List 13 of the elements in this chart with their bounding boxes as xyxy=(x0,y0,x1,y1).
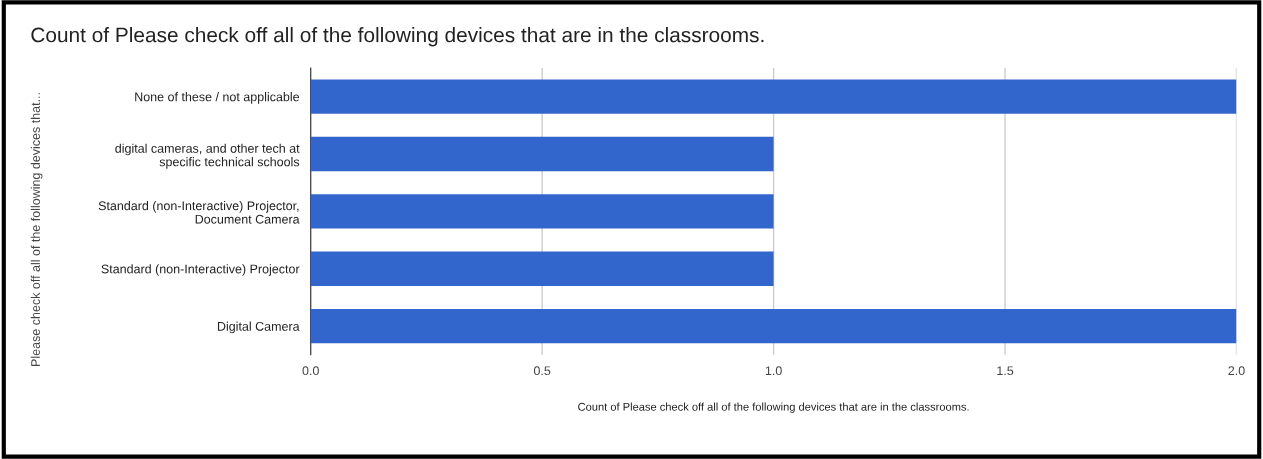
x-tick-label: 0.5 xyxy=(533,366,551,376)
y-tick-label: Standard (non-Interactive) Projector, Document Camera xyxy=(98,201,300,224)
x-tick-label: 1.0 xyxy=(765,366,782,376)
x-tick-label: 0.0 xyxy=(302,366,319,376)
y-tick-label: digital cameras, and other tech at specific technical schools xyxy=(115,143,300,169)
y-tick-label: None of these / not applicable xyxy=(135,92,300,104)
x-tick-label: 2.0 xyxy=(1228,366,1245,376)
chart-title: Count of Please check off all of the following devices that are in the classrooms. xyxy=(31,27,764,47)
y-tick-label: Standard (non-Interactive) Projector xyxy=(101,264,300,276)
x-axis-title: Count of Please check off all of the following devices that are in the classrooms. xyxy=(578,402,969,413)
y-tick-label: Digital Camera xyxy=(217,321,300,334)
x-tick-label: 1.5 xyxy=(997,366,1014,376)
y-axis-title: Please check off all of the following devices that... xyxy=(30,93,43,366)
